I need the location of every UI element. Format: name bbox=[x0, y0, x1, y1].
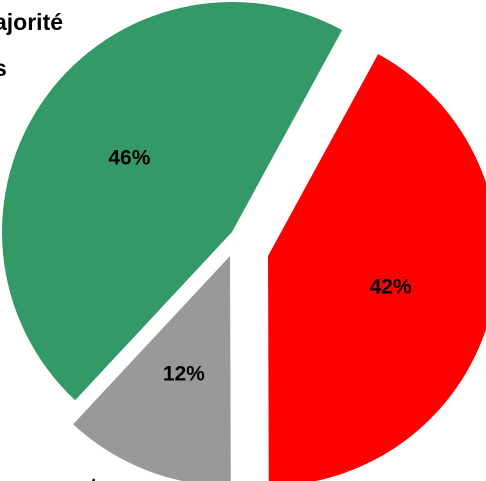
legend-text-bottom: nnoncent bbox=[0, 473, 98, 481]
pie-label-12: 12% bbox=[163, 362, 205, 385]
pie-label-42: 42% bbox=[370, 276, 412, 299]
legend-text-top-line1: ajorité bbox=[0, 9, 63, 35]
pie-labels: 46% 42% 12% bbox=[108, 147, 412, 386]
pie-slice-12 bbox=[73, 256, 231, 481]
pie-slice-42 bbox=[268, 54, 486, 481]
pie-label-46: 46% bbox=[108, 147, 150, 170]
legend-text-top-line2: s bbox=[0, 55, 7, 81]
pie-slice-46 bbox=[2, 2, 343, 401]
